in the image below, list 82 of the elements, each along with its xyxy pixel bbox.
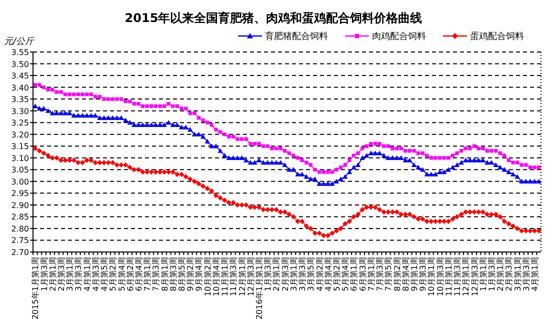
x-tick-label: 4月第1周	[530, 257, 540, 292]
y-tick-label: 3.25	[11, 118, 29, 128]
x-tick-label: 6月第2周	[126, 257, 135, 292]
x-tick-label: 10月第2周	[203, 257, 212, 296]
y-tick-label: 3.00	[11, 177, 29, 186]
x-tick-label: 5月第2周	[332, 257, 342, 292]
x-tick-label: 10月第3周	[436, 257, 445, 296]
x-tick-label: 3月第3周	[74, 257, 84, 292]
x-tick-label: 1月第1周	[478, 257, 488, 292]
y-tick-label: 3.15	[11, 142, 29, 152]
y-tick-label: 3.55	[11, 48, 29, 57]
y-tick-label: 2.95	[11, 189, 29, 198]
x-tick-label: 7月第1周	[143, 257, 152, 292]
x-tick-label: 11月第3周	[453, 257, 462, 296]
x-tick-label: 1月第3周	[264, 257, 273, 292]
x-tick-label: 10月第1周	[427, 257, 436, 296]
x-tick-label: 4月第1周	[82, 257, 92, 292]
x-tick-label: 12月第3周	[470, 257, 480, 296]
x-tick-label: 2016年1月第1周	[255, 257, 264, 320]
x-tick-label: 3月第5周	[306, 257, 316, 292]
x-tick-label: 7月第3周	[376, 257, 385, 292]
x-tick-label: 3月第1周	[66, 257, 75, 292]
x-tick-label: 5月第4周	[117, 257, 126, 292]
y-tick-label: 3.10	[11, 154, 29, 163]
y-tick-label: 3.40	[11, 83, 29, 92]
x-tick-label: 4月第2周	[315, 257, 324, 292]
x-tick-label: 9月第1周	[410, 257, 419, 292]
x-tick-label: 4月第5周	[100, 257, 110, 292]
x-tick-label: 5月第4周	[341, 257, 350, 292]
legend-label: 肉鸡配合饲料	[372, 31, 426, 42]
legend-label: 育肥猪配合饲料	[265, 31, 328, 42]
y-tick-label: 2.85	[11, 212, 29, 222]
x-tick-label: 8月第3周	[168, 257, 178, 292]
x-tick-label: 2月第1周	[272, 257, 282, 292]
x-tick-label: 11月第3周	[229, 257, 238, 296]
x-tick-label: 3月第1周	[513, 257, 522, 292]
x-tick-label: 1月第3周	[487, 257, 496, 292]
x-tick-label: 7月第1周	[366, 257, 376, 292]
x-tick-label: 11月第1周	[220, 257, 230, 296]
x-tick-label: 4月第4周	[324, 257, 333, 292]
x-tick-label: 2月第3周	[504, 257, 514, 292]
x-tick-label: 4月第3周	[91, 257, 100, 292]
x-tick-label: 3月第3周	[298, 257, 308, 292]
x-tick-label: 5月第2周	[108, 257, 118, 292]
x-tick-label: 1月第3周	[40, 257, 49, 292]
x-tick-label: 2月第3周	[280, 257, 290, 292]
x-tick-label: 7月第3周	[152, 257, 161, 292]
y-tick-label: 2.70	[11, 248, 29, 257]
x-tick-label: 2015年1月第1周	[31, 257, 40, 320]
x-tick-label: 2月第3周	[56, 257, 66, 292]
y-tick-label: 3.45	[11, 72, 29, 81]
x-tick-label: 6月第3周	[358, 257, 368, 292]
chart-title: 2015年以来全国育肥猪、肉鸡和蛋鸡配合饲料价格曲线	[124, 11, 422, 25]
x-tick-label: 6月第1周	[350, 257, 359, 292]
x-tick-label: 3月第1周	[289, 257, 298, 292]
x-tick-label: 10月第4周	[212, 257, 221, 296]
y-axis-title: 元/公斤	[4, 36, 36, 47]
x-tick-label: 8月第2周	[392, 257, 402, 292]
x-tick-label: 12月第1周	[238, 257, 247, 296]
x-tick-label: 2月第1周	[48, 257, 58, 292]
x-tick-label: 6月第4周	[134, 257, 144, 292]
x-tick-label: 9月第2周	[186, 257, 196, 292]
x-tick-label: 8月第5周	[178, 257, 187, 292]
y-tick-label: 3.30	[11, 106, 29, 116]
x-tick-label: 11月第1周	[444, 257, 454, 296]
x-tick-label: 8月第1周	[160, 257, 170, 292]
x-tick-label: 9月第3周	[418, 257, 428, 292]
x-tick-label: 9月第4周	[194, 257, 204, 292]
x-tick-label: 3月第3周	[522, 257, 531, 292]
y-tick-label: 3.20	[11, 130, 29, 140]
y-tick-label: 3.35	[11, 95, 29, 104]
y-tick-label: 2.75	[11, 236, 29, 246]
legend-label: 蛋鸡配合饲料	[470, 31, 524, 42]
x-tick-label: 8月第4周	[401, 257, 410, 292]
x-tick-label: 7月第5周	[384, 257, 394, 292]
y-tick-label: 2.80	[11, 224, 29, 234]
x-tick-label: 12月第3周	[246, 257, 256, 296]
y-tick-label: 2.90	[11, 200, 29, 210]
y-tick-label: 3.05	[11, 166, 29, 175]
y-tick-label: 3.50	[11, 60, 29, 69]
x-tick-label: 2月第1周	[496, 257, 506, 292]
x-tick-label: 12月第1周	[462, 257, 471, 296]
